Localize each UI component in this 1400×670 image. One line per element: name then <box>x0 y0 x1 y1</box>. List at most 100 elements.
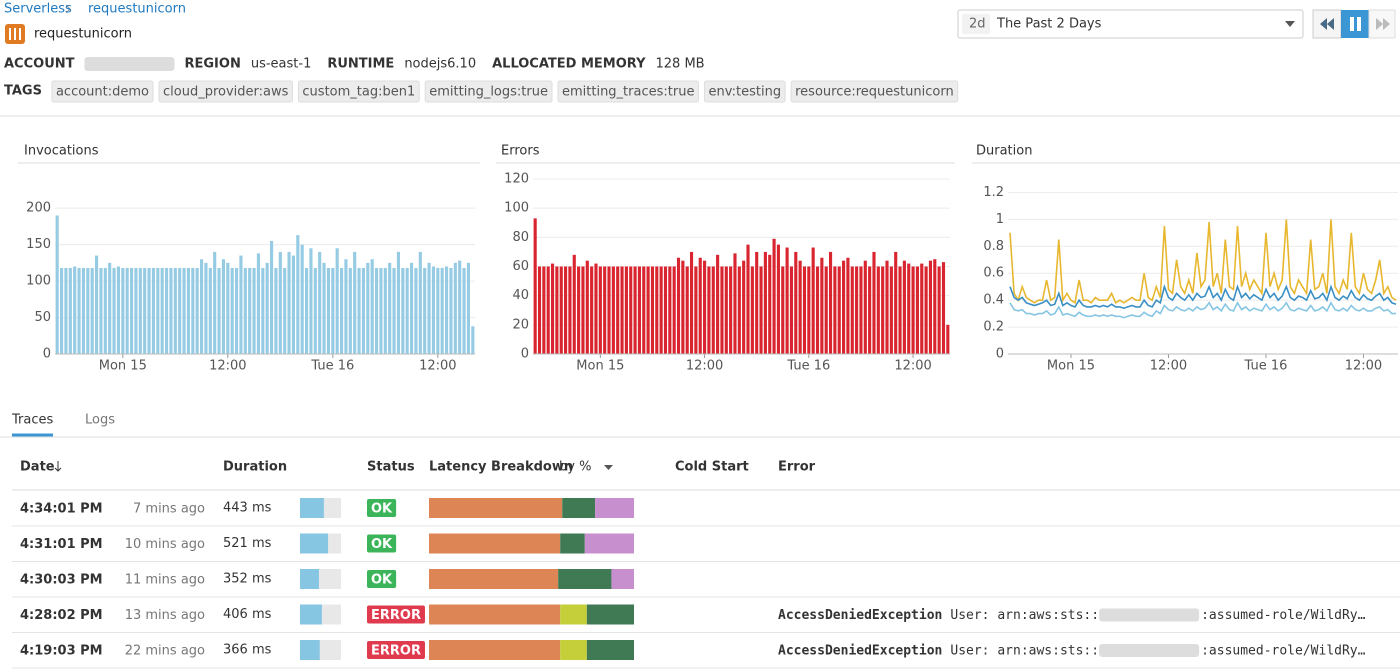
latency-segment <box>586 604 634 625</box>
duration-fill <box>300 604 322 625</box>
bar <box>685 266 689 354</box>
bar <box>663 266 668 354</box>
bar <box>466 262 471 354</box>
redacted-account <box>1099 644 1200 657</box>
bar <box>720 266 724 354</box>
bar <box>776 244 780 354</box>
bar <box>946 324 950 354</box>
bar <box>94 255 99 354</box>
latency-segment <box>429 498 563 518</box>
y-tick-label: 80 <box>512 230 529 245</box>
error-type: AccessDeniedException <box>778 644 942 659</box>
bar <box>807 266 811 354</box>
tag-chip[interactable] <box>158 80 293 103</box>
bar <box>781 266 785 354</box>
y-tick-label: 0.8 <box>983 239 1004 254</box>
bar <box>256 253 261 354</box>
bar <box>453 262 457 354</box>
bar <box>405 267 409 354</box>
bar <box>755 251 759 354</box>
trace-time[interactable]: 4:28:02 PM <box>20 608 103 623</box>
tag-chip[interactable] <box>703 80 786 103</box>
trace-duration: 366 ms <box>223 643 272 658</box>
bar <box>620 266 624 354</box>
bar <box>837 266 841 354</box>
breadcrumb-link[interactable]: Serverless <box>4 2 72 17</box>
bar <box>828 251 833 354</box>
bar <box>221 259 226 354</box>
bar <box>607 266 611 354</box>
bar <box>933 259 937 354</box>
breakdown-mode[interactable]: by % <box>559 460 591 475</box>
bar <box>676 257 681 354</box>
status-text: OK <box>371 573 393 588</box>
tag-chip[interactable] <box>51 80 154 103</box>
bar <box>73 266 77 354</box>
bar <box>383 267 387 354</box>
error-type: AccessDeniedException <box>778 608 942 623</box>
pause-button[interactable] <box>1341 10 1369 38</box>
bar <box>855 266 859 354</box>
bar <box>134 267 138 354</box>
trace-time[interactable]: 4:19:03 PM <box>20 644 103 659</box>
x-tick-label: 12:00 <box>209 359 246 374</box>
bar <box>366 262 370 354</box>
bar <box>409 262 414 354</box>
latency-segment <box>560 533 585 554</box>
bar <box>920 263 924 354</box>
bar <box>160 267 164 354</box>
tag-text: custom_tag:ben1 <box>302 85 415 100</box>
bar <box>331 267 335 354</box>
bar <box>564 266 568 354</box>
bar <box>763 251 767 354</box>
bar <box>698 257 702 354</box>
trace-time[interactable]: 4:31:01 PM <box>20 537 103 552</box>
bar <box>392 267 396 354</box>
bar <box>304 267 309 354</box>
bar <box>471 326 475 354</box>
bar <box>462 267 466 354</box>
tag-chip[interactable] <box>297 80 420 103</box>
error-suffix: :assumed-role/WildRy… <box>1201 644 1366 659</box>
bar <box>928 260 933 354</box>
line-series <box>1009 301 1396 319</box>
latency-segment <box>562 498 596 518</box>
bar <box>199 259 204 354</box>
bar <box>785 247 789 354</box>
y-tick-label: 0 <box>521 347 529 362</box>
trace-time[interactable]: 4:30:03 PM <box>20 573 103 588</box>
bar <box>941 262 946 354</box>
column-header[interactable]: Date <box>20 460 55 475</box>
bar <box>156 267 160 354</box>
trace-duration: 443 ms <box>223 501 272 516</box>
bar <box>624 266 628 354</box>
info-value: nodejs6.10 <box>404 57 476 72</box>
bar <box>868 266 872 354</box>
x-tick-label: 12:00 <box>686 359 723 374</box>
bar <box>239 255 243 354</box>
tag-chip[interactable] <box>424 80 553 103</box>
y-tick-label: 0.2 <box>983 320 1004 335</box>
bar <box>733 253 737 354</box>
tab[interactable]: Logs <box>85 413 115 428</box>
time-selector[interactable] <box>957 9 1304 39</box>
y-tick-label: 0.6 <box>983 266 1004 281</box>
tag-chip[interactable] <box>557 80 699 103</box>
bar <box>99 267 103 354</box>
tag-chip[interactable] <box>790 80 959 103</box>
tab-active[interactable]: Traces <box>11 413 53 428</box>
bar <box>815 266 820 354</box>
bar <box>876 266 880 354</box>
bar <box>707 266 711 354</box>
bar <box>81 267 86 354</box>
bar <box>872 251 876 354</box>
trace-time[interactable]: 4:34:01 PM <box>20 502 103 517</box>
bar <box>902 260 906 354</box>
latency-segment <box>560 604 587 625</box>
redacted-account <box>1099 608 1200 622</box>
chart-title: Invocations <box>24 144 99 159</box>
bar <box>937 266 941 354</box>
bar <box>335 248 339 354</box>
bar <box>742 260 746 354</box>
